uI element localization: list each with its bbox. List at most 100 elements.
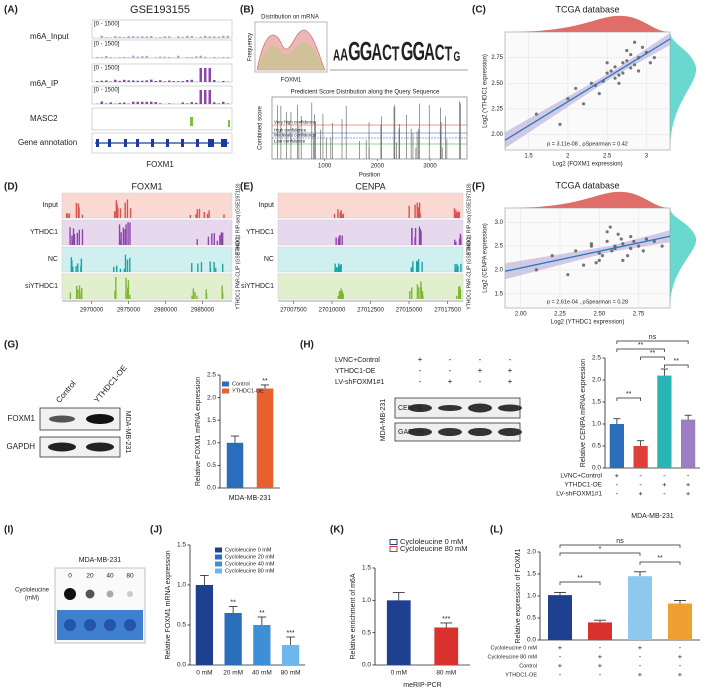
exon xyxy=(196,139,199,147)
cell-label: MDA-MB-231 xyxy=(124,411,131,454)
marginal-density xyxy=(505,15,670,32)
peak xyxy=(216,240,219,245)
axis-label: Relative enrichment of m6A xyxy=(350,573,357,659)
panel-label: (J) xyxy=(150,525,162,536)
exon xyxy=(96,139,99,147)
sign: - xyxy=(419,377,422,386)
peak xyxy=(145,55,148,58)
y-tick-label: 0.0 xyxy=(177,662,186,669)
sign: - xyxy=(479,355,482,364)
peak xyxy=(127,80,130,82)
significance: ** xyxy=(650,350,656,357)
bar xyxy=(588,622,612,640)
point xyxy=(648,61,652,65)
peak xyxy=(208,36,211,38)
x-tick-label: 2980000 xyxy=(154,308,178,314)
peak xyxy=(455,209,457,218)
bracket xyxy=(559,544,681,548)
x-tick-label: 2.00 xyxy=(515,312,527,318)
legend-swatch xyxy=(389,539,398,545)
peak xyxy=(213,233,215,245)
peak xyxy=(129,257,131,272)
exon xyxy=(124,139,127,147)
band xyxy=(468,403,492,413)
peak xyxy=(118,57,121,58)
peak xyxy=(114,36,117,38)
point xyxy=(613,244,617,248)
peak xyxy=(115,277,117,299)
significance: ** xyxy=(577,575,583,582)
sign: + xyxy=(598,661,603,670)
point xyxy=(629,234,633,239)
exon xyxy=(151,139,154,147)
peak xyxy=(68,213,71,218)
y-tick-label: 0.5 xyxy=(207,462,216,469)
x-tick-label: 0 mM xyxy=(391,670,407,677)
point xyxy=(566,97,570,101)
peak xyxy=(226,35,229,38)
peak xyxy=(115,200,117,218)
panel-label: (F) xyxy=(472,182,485,193)
point xyxy=(581,102,586,106)
peak xyxy=(456,212,458,218)
track xyxy=(61,219,233,246)
peak xyxy=(129,208,132,218)
band xyxy=(49,415,75,423)
row-label: LVNC+Control xyxy=(335,357,380,364)
peak xyxy=(145,101,148,104)
band xyxy=(48,442,76,452)
point xyxy=(617,81,621,85)
legend-swatch xyxy=(222,381,229,387)
peak xyxy=(191,263,193,272)
band xyxy=(438,405,462,411)
x-tick-label: 27010000 xyxy=(319,308,346,314)
peak xyxy=(337,295,339,299)
track-label: MASC2 xyxy=(30,114,58,123)
peak xyxy=(189,214,192,218)
peak xyxy=(414,228,417,245)
axis-label: MDA-MB-231 xyxy=(229,495,272,502)
axis-label: Relative expression of FOXM1 xyxy=(515,548,522,643)
peak xyxy=(408,205,410,218)
peak xyxy=(334,267,337,272)
threshold-label: Low confidence xyxy=(274,139,306,144)
peak xyxy=(204,56,207,58)
gene-label: FOXM1 xyxy=(131,181,162,191)
legend-label: Cycloleucine 0 mM xyxy=(225,547,272,553)
exon xyxy=(136,139,139,147)
bar xyxy=(633,446,648,468)
legend-label: Cycloleucine 0 mM xyxy=(400,537,463,546)
point xyxy=(600,254,605,258)
y-tick-label: 2.00 xyxy=(491,132,503,138)
peak xyxy=(416,284,419,299)
bar xyxy=(668,603,692,640)
x-tick-label: 40 mM xyxy=(252,670,272,677)
dot-stain xyxy=(104,619,116,631)
lane-label: Control xyxy=(54,379,78,405)
peak xyxy=(154,81,157,82)
motif-letter: G xyxy=(401,36,414,66)
axis-label: Log2 (YTHDC1 expression) xyxy=(551,320,625,326)
peak xyxy=(459,233,462,245)
motif-letter: A xyxy=(333,46,340,64)
peak xyxy=(339,212,341,218)
axis-label: FOXM1 xyxy=(281,78,302,84)
bar xyxy=(681,419,696,468)
peak xyxy=(145,80,148,82)
peak xyxy=(105,103,108,104)
peak xyxy=(339,235,341,245)
sign: + xyxy=(638,489,643,498)
x-tick-label: 27007500 xyxy=(280,308,307,314)
peak xyxy=(119,208,122,218)
track-label: siYTHDC1 xyxy=(25,283,58,290)
dose-label: 20 xyxy=(86,573,94,580)
y-tick-label: 1.5 xyxy=(592,399,601,406)
peak xyxy=(76,232,79,245)
track-range: [0 - 1500] xyxy=(94,88,120,94)
peak xyxy=(186,80,189,82)
peak xyxy=(81,229,84,245)
track-frame xyxy=(91,39,233,59)
peak xyxy=(199,90,202,104)
x-tick-label: 27017500 xyxy=(434,308,461,314)
x-tick-label: 2.50 xyxy=(593,312,605,318)
